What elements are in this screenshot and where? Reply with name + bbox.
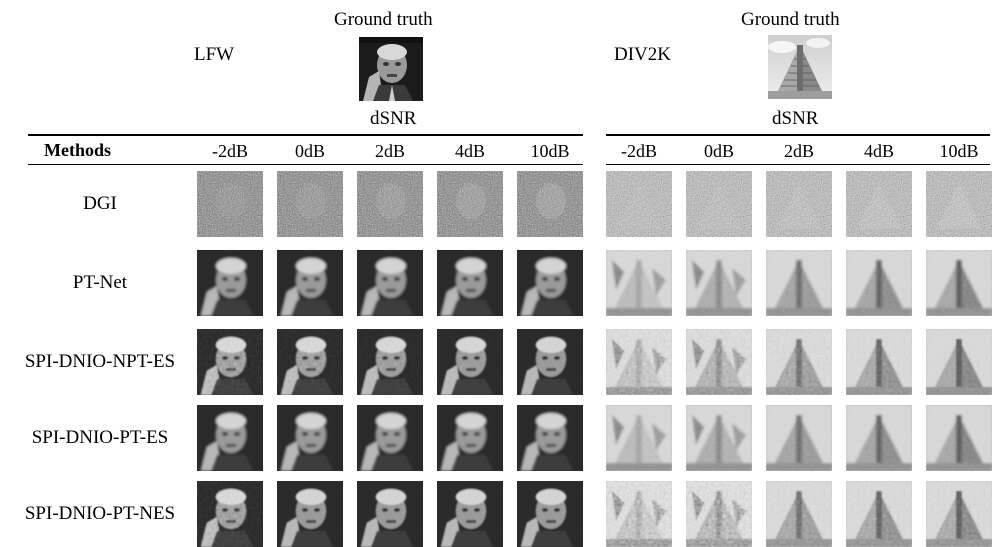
div2k-reconstruction-image — [926, 250, 992, 316]
div2k-reconstruction-image — [606, 405, 672, 471]
div2k-reconstruction-image — [606, 171, 672, 237]
div2k-reconstruction-image — [846, 405, 912, 471]
div2k-dataset-label: DIV2K — [614, 44, 671, 65]
lfw-reconstruction-image — [517, 250, 583, 316]
method-label: SPI-DNIO-PT-NES — [24, 503, 176, 524]
lfw-col-header: -2dB — [212, 141, 248, 161]
lfw-reconstruction-image — [197, 250, 263, 316]
pyramid-photo-icon — [768, 35, 832, 99]
div2k-reconstruction-image — [846, 329, 912, 395]
lfw-ground-truth-image — [359, 37, 423, 101]
lfw-col-header: 0dB — [294, 141, 326, 161]
div2k-reconstruction-image — [686, 405, 752, 471]
method-label: SPI-DNIO-NPT-ES — [24, 351, 176, 372]
lfw-reconstruction-image — [277, 405, 343, 471]
div2k-reconstruction-image — [606, 481, 672, 547]
lfw-reconstruction-image — [197, 405, 263, 471]
lfw-reconstruction-image — [357, 481, 423, 547]
lfw-reconstruction-image — [517, 405, 583, 471]
lfw-reconstruction-image — [517, 481, 583, 547]
lfw-reconstruction-image — [437, 405, 503, 471]
lfw-reconstruction-image — [437, 250, 503, 316]
div2k-reconstruction-image — [766, 250, 832, 316]
div2k-col-header: 4dB — [863, 141, 895, 161]
lfw-reconstruction-image — [437, 481, 503, 547]
lfw-col-header: 2dB — [374, 141, 406, 161]
methods-header: Methods — [44, 140, 111, 160]
div2k-col-header: 0dB — [703, 141, 735, 161]
method-label: SPI-DNIO-PT-ES — [31, 427, 169, 448]
div2k-reconstruction-image — [686, 250, 752, 316]
div2k-reconstruction-image — [686, 329, 752, 395]
div2k-reconstruction-image — [926, 171, 992, 237]
div2k-reconstruction-image — [846, 171, 912, 237]
lfw-col-header: 10dB — [530, 141, 570, 161]
lfw-reconstruction-image — [357, 405, 423, 471]
method-label: PT-Net — [72, 272, 128, 293]
lfw-reconstruction-image — [357, 171, 423, 237]
lfw-reconstruction-image — [197, 481, 263, 547]
div2k-reconstruction-image — [766, 481, 832, 547]
div2k-reconstruction-image — [846, 481, 912, 547]
div2k-reconstruction-image — [926, 329, 992, 395]
div2k-reconstruction-image — [846, 250, 912, 316]
lfw-reconstruction-image — [277, 329, 343, 395]
div2k-reconstruction-image — [606, 250, 672, 316]
right-top-rule — [606, 134, 990, 136]
div2k-reconstruction-image — [686, 171, 752, 237]
div2k-reconstruction-image — [766, 171, 832, 237]
lfw-reconstruction-image — [197, 171, 263, 237]
left-header-rule — [28, 164, 583, 165]
div2k-ground-truth-label: Ground truth — [741, 9, 840, 30]
div2k-col-header: 10dB — [939, 141, 979, 161]
lfw-reconstruction-image — [277, 250, 343, 316]
lfw-col-header: 4dB — [454, 141, 486, 161]
left-top-rule — [28, 134, 583, 136]
lfw-reconstruction-image — [197, 329, 263, 395]
right-header-rule — [606, 164, 990, 165]
div2k-col-header: 2dB — [783, 141, 815, 161]
lfw-dsnr-label: dSNR — [370, 108, 417, 129]
lfw-reconstruction-image — [357, 329, 423, 395]
lfw-ground-truth-label: Ground truth — [334, 9, 433, 30]
lfw-reconstruction-image — [277, 171, 343, 237]
lfw-reconstruction-image — [437, 171, 503, 237]
lfw-reconstruction-image — [517, 329, 583, 395]
div2k-reconstruction-image — [606, 329, 672, 395]
lfw-dataset-label: LFW — [194, 44, 235, 65]
lfw-reconstruction-image — [277, 481, 343, 547]
div2k-dsnr-label: dSNR — [772, 108, 819, 129]
face-photo-icon — [359, 37, 423, 101]
lfw-reconstruction-image — [357, 250, 423, 316]
div2k-col-header: -2dB — [621, 141, 657, 161]
lfw-reconstruction-image — [517, 171, 583, 237]
lfw-reconstruction-image — [437, 329, 503, 395]
div2k-reconstruction-image — [926, 405, 992, 471]
div2k-reconstruction-image — [766, 405, 832, 471]
div2k-ground-truth-image — [768, 35, 832, 99]
div2k-reconstruction-image — [926, 481, 992, 547]
div2k-reconstruction-image — [766, 329, 832, 395]
method-label: DGI — [83, 193, 117, 214]
div2k-reconstruction-image — [686, 481, 752, 547]
